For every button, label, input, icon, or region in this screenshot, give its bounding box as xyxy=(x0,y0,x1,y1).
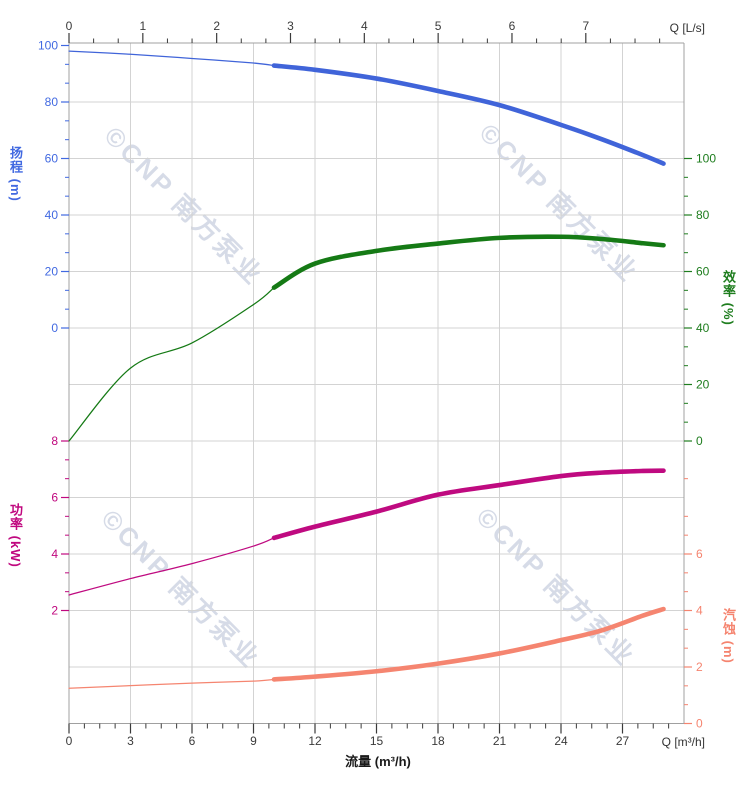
head-curve-thin xyxy=(68,50,275,67)
npsh-axis-tick-label: 4 xyxy=(696,604,703,618)
npsh-axis-title: 汽蚀 (m) xyxy=(721,608,736,664)
bottom-flow-unit-label: Q [m³/h] xyxy=(661,735,705,749)
efficiency-axis-tick-label: 60 xyxy=(696,265,710,279)
efficiency-axis-tick-label: 80 xyxy=(696,208,710,222)
bottom-axis-tick-label: 3 xyxy=(127,734,134,748)
head-axis-title: 扬程 (m) xyxy=(8,146,23,202)
power-axis-tick-label: 2 xyxy=(51,604,58,618)
efficiency-axis-tick-label: 40 xyxy=(696,321,710,335)
top-axis-tick-label: 7 xyxy=(582,19,589,33)
top-axis-tick-label: 1 xyxy=(139,19,146,33)
bottom-axis-tick-label: 6 xyxy=(189,734,196,748)
bottom-axis-tick-label: 27 xyxy=(616,734,630,748)
bottom-axis-tick-label: 24 xyxy=(554,734,568,748)
npsh-axis-tick-label: 0 xyxy=(696,717,703,731)
head-axis-tick-label: 20 xyxy=(45,265,59,279)
top-axis-tick-label: 3 xyxy=(287,19,294,33)
bottom-axis-tick-label: 18 xyxy=(431,734,445,748)
bottom-axis-tick-label: 9 xyxy=(250,734,257,748)
power-curve xyxy=(271,468,666,541)
top-flow-unit-label: Q [L/s] xyxy=(669,21,705,35)
power-curve-thin xyxy=(68,537,275,596)
bottom-axis-tick-label: 21 xyxy=(493,734,507,748)
npsh-axis-tick-label: 6 xyxy=(696,547,703,561)
top-axis-tick-label: 0 xyxy=(66,19,73,33)
npsh-axis-tick-label: 2 xyxy=(696,660,703,674)
npsh-curve xyxy=(271,606,666,682)
bottom-axis-tick-label: 0 xyxy=(66,734,73,748)
efficiency-axis-tick-label: 0 xyxy=(696,434,703,448)
top-axis-tick-label: 4 xyxy=(361,19,368,33)
efficiency-curve-thin xyxy=(68,286,275,442)
efficiency-axis-tick-label: 20 xyxy=(696,378,710,392)
top-axis-tick-label: 5 xyxy=(435,19,442,33)
power-axis-tick-label: 8 xyxy=(51,434,58,448)
power-axis-title: 功率 (kW) xyxy=(8,503,23,568)
power-axis-tick-label: 4 xyxy=(51,547,58,561)
npsh-curve-thin xyxy=(68,678,275,689)
head-axis-tick-label: 60 xyxy=(45,152,59,166)
efficiency-curve xyxy=(271,234,666,290)
head-axis-tick-label: 40 xyxy=(45,208,59,222)
bottom-axis-tick-label: 15 xyxy=(370,734,384,748)
top-axis-tick-label: 2 xyxy=(213,19,220,33)
head-axis-tick-label: 100 xyxy=(38,39,58,53)
head-axis-tick-label: 0 xyxy=(51,321,58,335)
head-curve xyxy=(271,63,666,166)
efficiency-axis-title: 效率 (%) xyxy=(721,270,736,326)
bottom-axis-tick-label: 12 xyxy=(308,734,322,748)
top-axis-tick-label: 6 xyxy=(509,19,516,33)
power-axis-tick-label: 6 xyxy=(51,491,58,505)
flow-axis-title: 流量 (m³/h) xyxy=(345,754,411,769)
efficiency-axis-tick-label: 100 xyxy=(696,152,716,166)
head-axis-tick-label: 80 xyxy=(45,95,59,109)
